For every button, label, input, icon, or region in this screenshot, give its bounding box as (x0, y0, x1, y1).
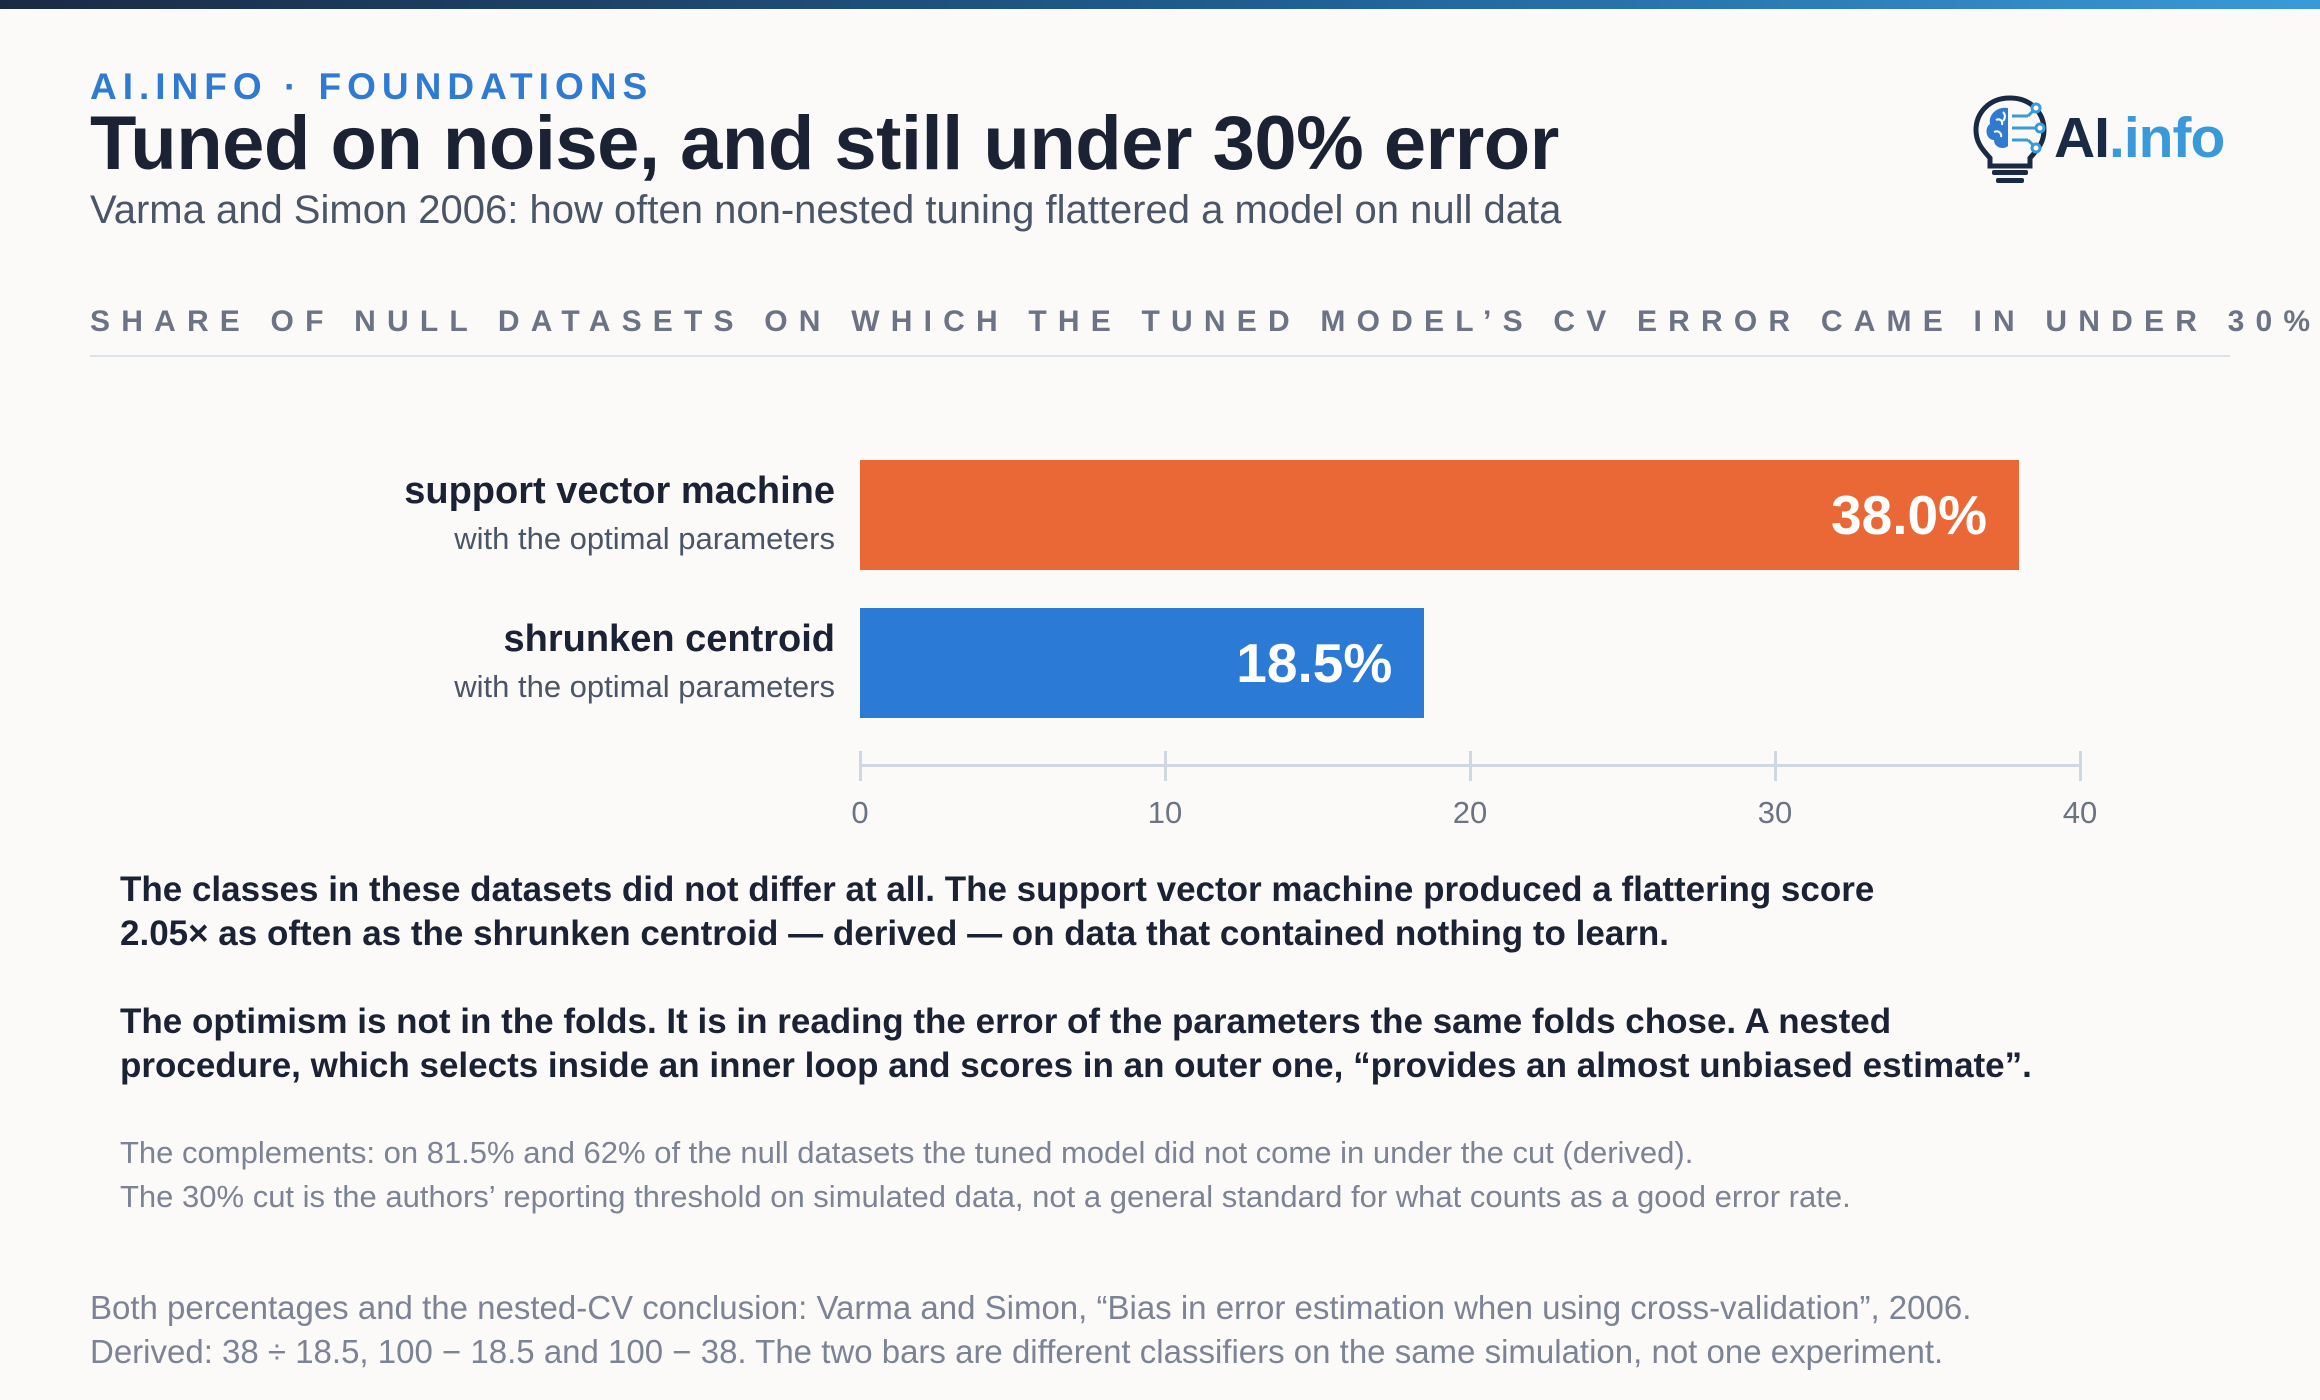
page-title: Tuned on noise, and still under 30% erro… (90, 101, 1559, 186)
body-paragraph-2-line: The optimism is not in the folds. It is … (120, 1002, 1892, 1041)
notes: The complements: on 81.5% and 62% of the… (120, 1131, 2220, 1219)
bar-category-detail: with the optimal parameters (454, 521, 835, 556)
x-axis-tick-label: 10 (1147, 795, 1183, 830)
bar-category-name: shrunken centroid (503, 618, 836, 660)
bar-value-label: 38.0% (1831, 484, 1987, 546)
logo-wordmark: AI.info (2054, 105, 2225, 171)
body-paragraph-2: The optimism is not in the folds. It is … (120, 1000, 2170, 1088)
x-axis-tick-label: 20 (1452, 795, 1488, 830)
x-axis-tick (2078, 751, 2082, 781)
bar (860, 608, 1425, 718)
body-paragraph-1-line: The classes in these datasets did not di… (120, 870, 1875, 909)
x-axis-tick (1468, 751, 1472, 781)
body-paragraph-1-line: 2.05× as often as the shrunken centroid … (120, 914, 1670, 953)
bar-category-label: shrunken centroid with the optimal parame… (454, 618, 835, 705)
body-paragraph-1: The classes in these datasets did not di… (120, 868, 2170, 956)
note-line: The 30% cut is the authors’ reporting th… (120, 1179, 1851, 1214)
source-line: Both percentages and the nested-CV concl… (90, 1289, 1972, 1326)
top-accent-bar (0, 0, 2320, 9)
x-axis-tick (858, 751, 862, 781)
body-paragraph-2-line: procedure, which selects inside an inner… (120, 1046, 2032, 1085)
brain-lightbulb-icon (1973, 95, 2047, 183)
chart-section-label: SHARE OF NULL DATASETS ON WHICH THE TUNE… (90, 305, 2320, 338)
x-axis-tick (1773, 751, 1777, 781)
bar-category-detail: with the optimal parameters (454, 669, 835, 704)
note-line: The complements: on 81.5% and 62% of the… (120, 1135, 1694, 1170)
bar-category-label: support vector machine with the optimal p… (404, 470, 835, 557)
source-footer: Both percentages and the nested-CV concl… (90, 1286, 2230, 1374)
bar (860, 460, 2019, 570)
logo-ai: AI (2054, 106, 2110, 170)
x-axis-tick-label: 0 (851, 795, 869, 830)
bar-category-name: support vector machine (404, 470, 835, 512)
bar-value-label: 18.5% (1236, 632, 1393, 694)
x-axis-tick-label: 30 (1757, 795, 1793, 830)
x-axis-tick-label: 40 (2062, 795, 2098, 830)
source-line: Derived: 38 ÷ 18.5, 100 − 18.5 and 100 −… (90, 1333, 1944, 1370)
x-axis-tick (1163, 751, 1167, 781)
page-subtitle: Varma and Simon 2006: how often non-nest… (90, 188, 1562, 232)
logo-info: .info (2109, 106, 2225, 170)
eyebrow: AI.INFO · FOUNDATIONS (90, 66, 654, 107)
section-divider (90, 355, 2230, 357)
